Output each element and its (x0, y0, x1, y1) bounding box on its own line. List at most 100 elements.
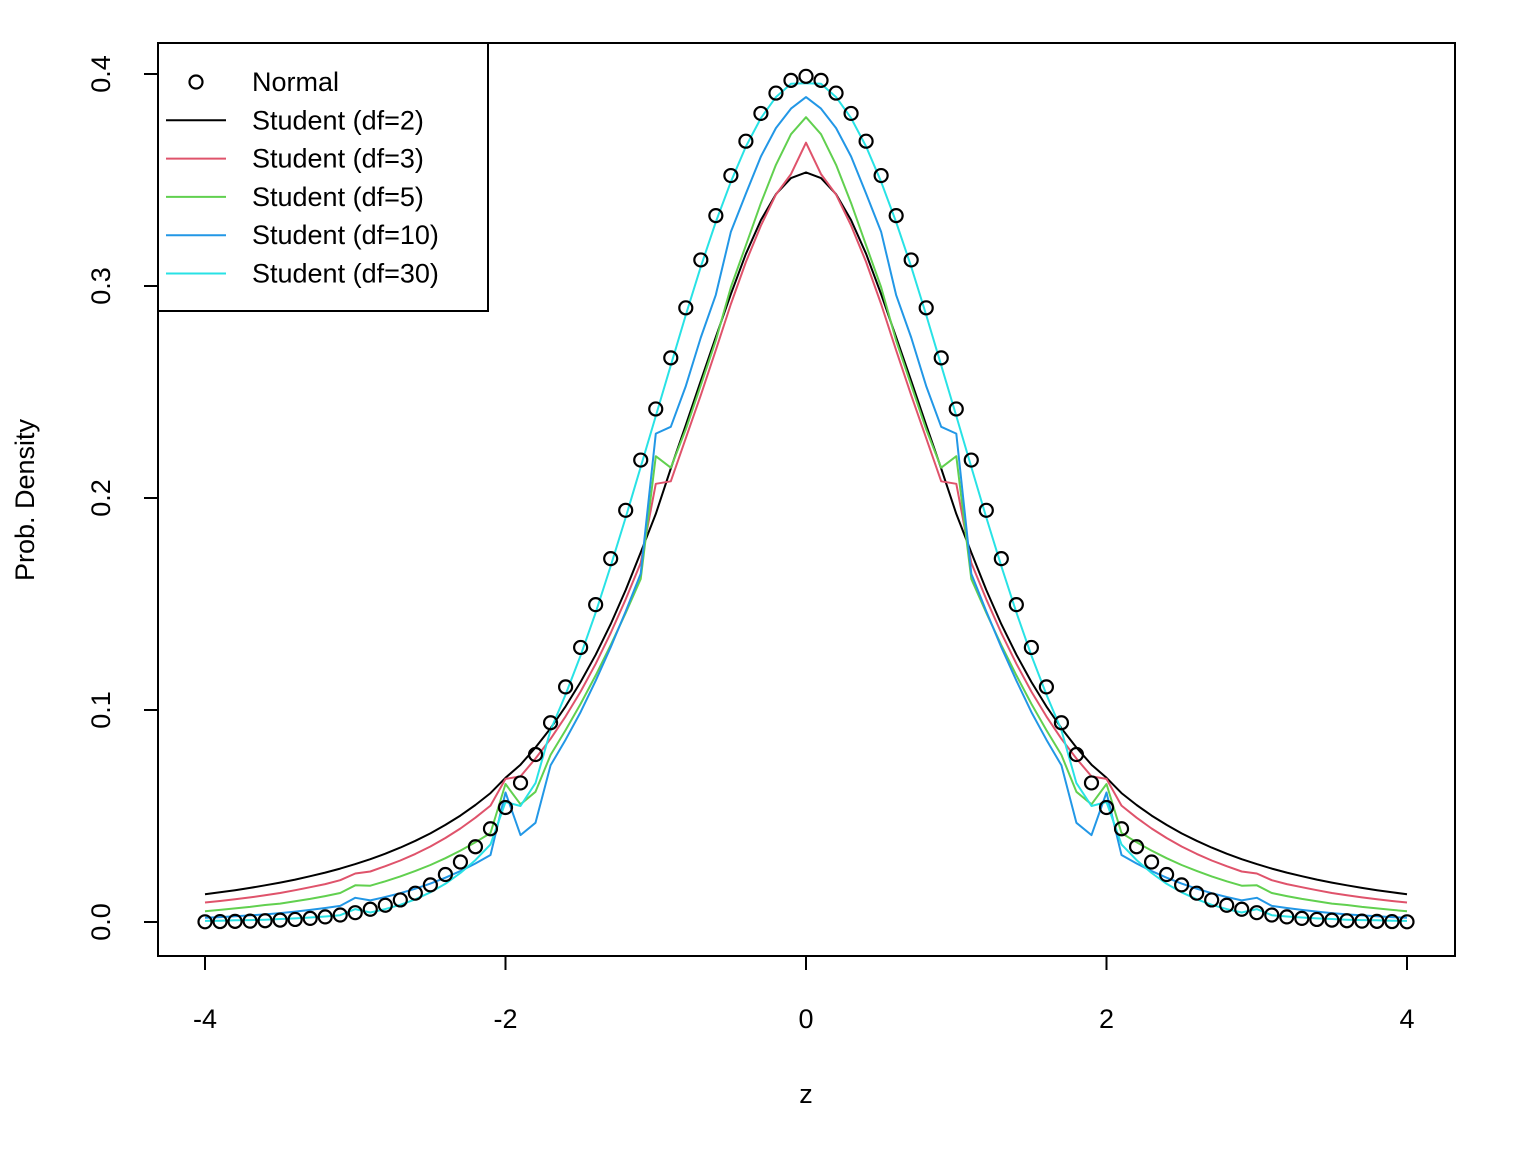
series-line-student-df-10 (204, 96, 1408, 919)
data-point (1158, 866, 1175, 883)
x-tick-label: 2 (1099, 1004, 1114, 1034)
data-point (798, 68, 814, 84)
x-tick-label: 4 (1399, 1004, 1414, 1034)
data-point (1128, 839, 1145, 855)
data-point (963, 452, 979, 468)
data-point (843, 105, 859, 122)
data-point (272, 912, 288, 928)
y-tick-label: 0.2 (86, 479, 116, 517)
legend: Normal Student (df=2) Student (df=3) Studen… (157, 42, 489, 312)
data-point (678, 300, 694, 316)
data-point (1083, 775, 1100, 791)
data-point (738, 133, 754, 149)
data-point (978, 502, 994, 518)
legend-label: Student (df=10) (252, 220, 439, 250)
data-point (1204, 892, 1220, 908)
data-point (753, 105, 769, 122)
data-point (918, 300, 934, 316)
data-point (497, 799, 514, 816)
data-point (212, 913, 228, 930)
data-point (783, 72, 799, 88)
data-point (1234, 901, 1250, 917)
data-point (1143, 854, 1160, 870)
x-axis-title: z (799, 1079, 813, 1109)
x-axis: -4 -2 0 2 4 (193, 955, 1415, 1034)
data-point (1369, 913, 1385, 929)
data-point (1219, 897, 1235, 913)
y-axis-title: Prob. Density (10, 418, 40, 581)
x-tick-label: 0 (798, 1004, 813, 1034)
legend-label: Student (df=5) (252, 182, 424, 212)
y-tick-label: 0.3 (86, 267, 116, 305)
data-point (302, 910, 318, 926)
data-point (407, 885, 423, 901)
x-tick-label: -4 (193, 1004, 217, 1034)
data-point (858, 133, 874, 149)
data-point (557, 679, 574, 695)
data-point (948, 401, 964, 417)
series-line-student-df-2 (204, 171, 1408, 896)
data-point (1023, 639, 1039, 656)
data-point (1008, 597, 1024, 613)
data-point (573, 639, 589, 656)
data-point (1098, 799, 1115, 816)
legend-label: Normal (252, 67, 339, 97)
series-layer (197, 68, 1415, 930)
series-points-normal (197, 68, 1415, 930)
data-point (888, 208, 904, 224)
data-point (392, 892, 408, 908)
data-point (1068, 746, 1085, 763)
y-tick-label: 0.0 (86, 903, 116, 941)
y-axis: 0.0 0.1 0.2 0.3 0.4 (86, 55, 159, 941)
legend-label: Student (df=30) (252, 259, 439, 289)
data-point (332, 907, 348, 923)
data-point (1264, 907, 1280, 923)
data-point (1279, 909, 1295, 925)
data-point (377, 897, 393, 913)
data-point (422, 877, 438, 893)
data-point (542, 715, 559, 731)
data-point (317, 909, 333, 925)
data-point (933, 350, 949, 366)
data-point (1189, 885, 1205, 901)
data-point (467, 839, 484, 855)
series-line-student-df-5 (204, 116, 1408, 913)
data-point (1354, 913, 1370, 929)
data-point (903, 252, 919, 268)
y-tick-label: 0.1 (86, 691, 116, 729)
data-point (1339, 913, 1355, 929)
data-point (287, 911, 303, 928)
data-point (873, 167, 889, 184)
data-point (257, 913, 273, 929)
data-point (708, 208, 724, 224)
y-tick-label: 0.4 (86, 55, 116, 93)
data-point (227, 913, 243, 929)
data-point (1113, 821, 1130, 837)
data-point (482, 821, 499, 837)
data-point (197, 914, 213, 930)
data-point (1038, 679, 1055, 695)
data-point (633, 452, 649, 468)
legend-label: Student (df=2) (252, 105, 424, 135)
legend-marker (188, 74, 204, 90)
data-point (828, 85, 844, 101)
data-point (1294, 910, 1310, 926)
data-point (1249, 905, 1265, 921)
data-point (362, 901, 378, 917)
legend-box (157, 42, 489, 312)
data-point (1174, 877, 1190, 893)
legend-label: Student (df=3) (252, 144, 424, 174)
data-point (618, 502, 634, 518)
data-point (588, 597, 604, 613)
data-point (1309, 911, 1325, 928)
data-point (527, 746, 544, 763)
data-point (1324, 912, 1340, 928)
data-point (242, 913, 258, 929)
series-line-student-df-3 (204, 141, 1408, 904)
data-point (452, 854, 469, 870)
data-point (663, 350, 679, 366)
data-point (1399, 914, 1415, 930)
data-point (437, 866, 453, 883)
data-point (1053, 715, 1070, 731)
data-point (813, 72, 829, 88)
